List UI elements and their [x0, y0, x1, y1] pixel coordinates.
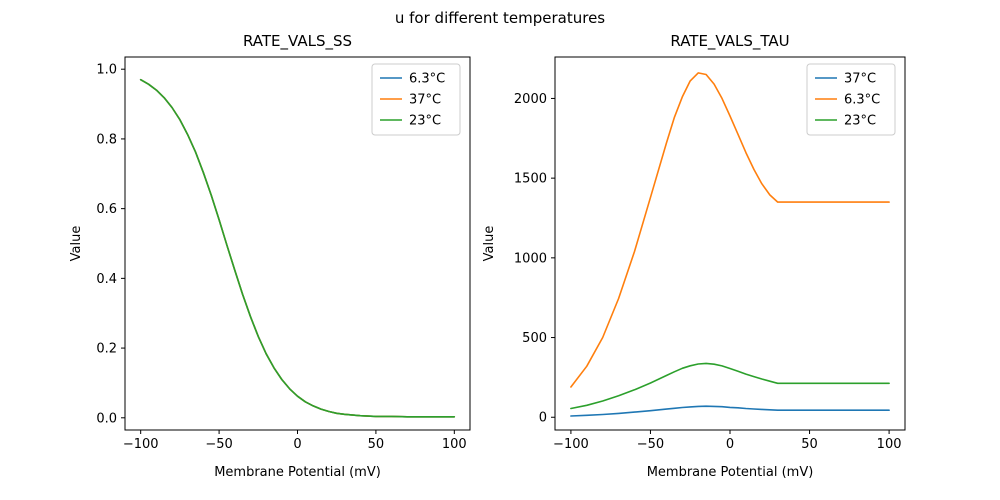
y-tick-label: 1.0: [96, 63, 117, 78]
y-tick-label: 0: [539, 411, 547, 426]
series-line: [570, 72, 890, 388]
legend-label: 37°C: [844, 72, 876, 87]
legend-box: [371, 63, 461, 136]
axes-title: RATE_VALS_SS: [243, 32, 352, 51]
y-tick-label: 500: [522, 331, 547, 346]
axes-spines: [124, 56, 471, 431]
y-tick-label: 0.6: [96, 202, 117, 217]
x-tick-label: −100: [553, 437, 589, 452]
x-tick-label: 100: [877, 437, 902, 452]
x-tick-label: 50: [368, 437, 385, 452]
y-tick-label: 0.0: [96, 411, 117, 426]
x-tick-label: 0: [726, 437, 734, 452]
y-tick-label: 0.4: [96, 272, 117, 287]
x-axis-label: Membrane Potential (mV): [647, 465, 814, 480]
legend-label: 6.3°C: [844, 93, 880, 108]
axes-title: RATE_VALS_TAU: [670, 32, 789, 51]
y-tick-label: 1500: [514, 172, 547, 187]
legend-box: [806, 63, 896, 136]
figure-suptitle: u for different temperatures: [394, 9, 606, 27]
y-axis-label: Value: [482, 226, 497, 262]
series-line: [570, 405, 890, 417]
y-axis-label: Value: [69, 226, 84, 262]
x-tick-label: −50: [637, 437, 664, 452]
legend-label: 23°C: [844, 114, 876, 129]
legend: 37°C 6.3°C 23°C: [806, 63, 896, 136]
x-tick-label: 50: [801, 437, 818, 452]
y-tick-label: 2000: [514, 92, 547, 107]
x-tick-label: 0: [293, 437, 301, 452]
y-tick-label: 0.8: [96, 132, 117, 147]
axes-1: RATE_VALS_TAU−100 −50 0 50 10005001000150020…: [482, 32, 906, 480]
legend: 6.3°C 37°C 23°C: [371, 63, 461, 136]
x-tick-label: −100: [123, 437, 159, 452]
legend-label: 23°C: [409, 114, 441, 129]
legend-label: 37°C: [409, 93, 441, 108]
axes-spines: [554, 56, 906, 431]
x-tick-label: −50: [205, 437, 232, 452]
axes-0: RATE_VALS_SS −100 −50 0 50 100 0.0 0.2 0.4 0.6 0.8…: [69, 32, 471, 480]
series-line: [139, 78, 456, 418]
series-line: [570, 362, 890, 410]
x-tick-label: 100: [442, 437, 467, 452]
legend-label: 6.3°C: [409, 72, 445, 87]
y-tick-label: 1000: [514, 251, 547, 266]
x-axis-label: Membrane Potential (mV): [214, 465, 381, 480]
y-tick-label: 0.2: [96, 342, 117, 357]
